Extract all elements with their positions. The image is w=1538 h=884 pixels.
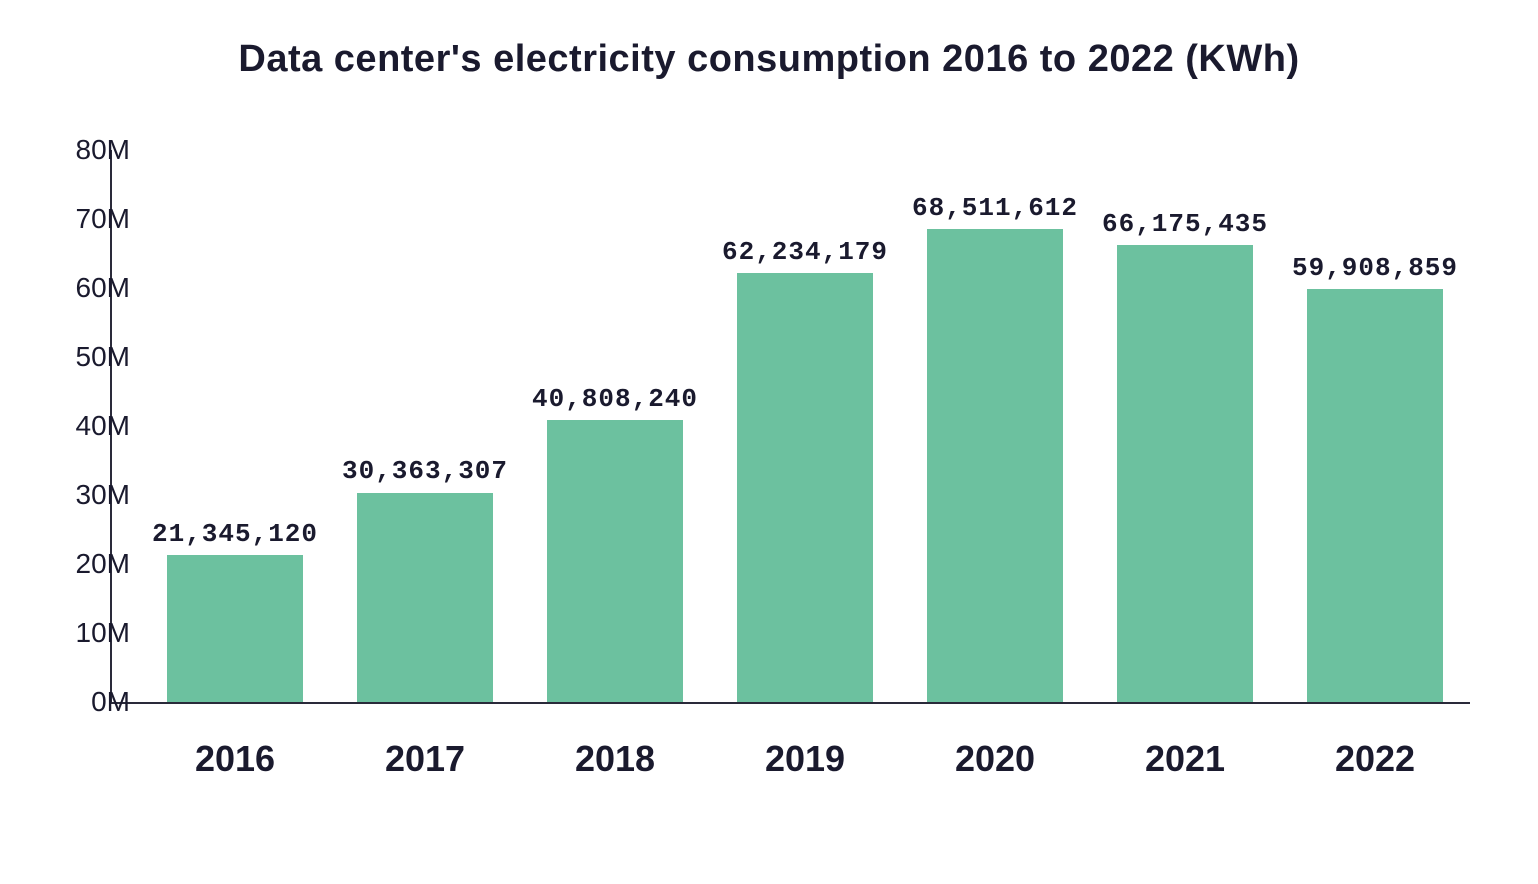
- bar-chart: Data center's electricity consumption 20…: [0, 0, 1538, 884]
- y-tick-label: 50M: [40, 341, 130, 373]
- y-tick-label: 20M: [40, 548, 130, 580]
- y-tick-label: 30M: [40, 479, 130, 511]
- bar: [1117, 245, 1254, 702]
- bar: [737, 273, 874, 702]
- bar-value-label: 30,363,307: [342, 456, 508, 486]
- bar: [1307, 289, 1444, 702]
- x-tick-label: 2018: [575, 738, 655, 780]
- bar: [927, 229, 1064, 702]
- y-tick-label: 40M: [40, 410, 130, 442]
- y-tick-label: 70M: [40, 203, 130, 235]
- x-axis-line: [110, 702, 1470, 704]
- bar: [547, 420, 684, 702]
- bar-value-label: 21,345,120: [152, 519, 318, 549]
- chart-title: Data center's electricity consumption 20…: [238, 38, 1299, 81]
- bar-value-label: 40,808,240: [532, 384, 698, 414]
- y-tick-label: 60M: [40, 272, 130, 304]
- x-tick-label: 2016: [195, 738, 275, 780]
- y-tick-label: 80M: [40, 134, 130, 166]
- plot-area: 0M10M20M30M40M50M60M70M80M21,345,1202016…: [140, 150, 1470, 702]
- bar-value-label: 66,175,435: [1102, 209, 1268, 239]
- bar-value-label: 68,511,612: [912, 193, 1078, 223]
- bar-value-label: 59,908,859: [1292, 253, 1458, 283]
- x-tick-label: 2017: [385, 738, 465, 780]
- bar: [167, 555, 304, 702]
- x-tick-label: 2021: [1145, 738, 1225, 780]
- bar: [357, 493, 494, 703]
- x-tick-label: 2020: [955, 738, 1035, 780]
- x-tick-label: 2022: [1335, 738, 1415, 780]
- x-tick-label: 2019: [765, 738, 845, 780]
- y-tick-label: 0M: [40, 686, 130, 718]
- bar-value-label: 62,234,179: [722, 237, 888, 267]
- y-tick-label: 10M: [40, 617, 130, 649]
